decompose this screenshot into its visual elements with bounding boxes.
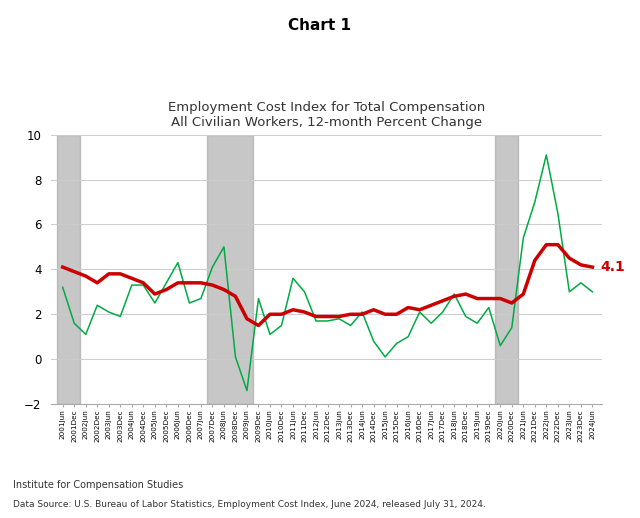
Text: Institute for Compensation Studies: Institute for Compensation Studies <box>13 480 183 490</box>
Bar <box>57 135 80 404</box>
Bar <box>207 135 253 404</box>
Bar <box>495 135 518 404</box>
Text: 4.1: 4.1 <box>600 260 625 274</box>
Text: Chart 1: Chart 1 <box>289 18 351 33</box>
Text: Data Source: U.S. Bureau of Labor Statistics, Employment Cost Index, June 2024, : Data Source: U.S. Bureau of Labor Statis… <box>13 500 486 509</box>
Title: Employment Cost Index for Total Compensation
All Civilian Workers, 12-month Perc: Employment Cost Index for Total Compensa… <box>168 102 485 130</box>
